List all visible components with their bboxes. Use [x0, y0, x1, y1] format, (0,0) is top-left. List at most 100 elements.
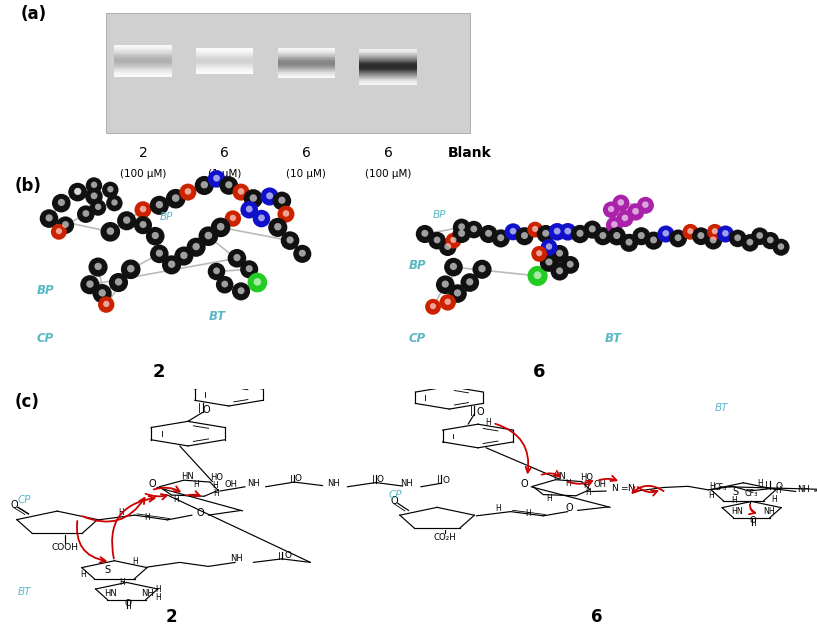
Bar	[359, 64, 417, 65]
Point	[743, 237, 757, 247]
Bar	[359, 75, 417, 76]
Bar	[359, 80, 417, 81]
Point	[753, 231, 766, 241]
Bar	[359, 55, 417, 56]
Bar	[359, 63, 417, 64]
Bar	[278, 76, 335, 77]
Point	[635, 231, 648, 241]
Text: HN: HN	[553, 472, 566, 481]
Text: O: O	[476, 408, 484, 418]
Bar	[196, 68, 253, 69]
Text: CF₃: CF₃	[714, 483, 727, 492]
Bar	[278, 66, 335, 67]
Text: H: H	[709, 482, 716, 491]
Text: Blank: Blank	[448, 146, 492, 160]
Point	[247, 193, 260, 203]
Point	[447, 235, 460, 245]
Bar	[106, 13, 470, 132]
Bar	[359, 57, 417, 58]
Bar	[359, 49, 417, 50]
Point	[529, 224, 542, 234]
Point	[608, 220, 621, 230]
Text: (10 μM): (10 μM)	[287, 169, 326, 179]
Bar	[196, 62, 253, 63]
Point	[586, 224, 599, 234]
Bar	[196, 51, 253, 52]
Point	[475, 264, 489, 274]
Text: O: O	[295, 474, 301, 483]
Point	[694, 231, 708, 241]
Text: H: H	[80, 570, 87, 579]
Point	[707, 236, 720, 246]
Bar	[114, 63, 172, 64]
Bar	[359, 81, 417, 82]
Point	[431, 236, 444, 246]
Text: H: H	[154, 584, 161, 594]
Point	[149, 231, 162, 241]
Bar	[114, 59, 172, 60]
Text: CP: CP	[408, 332, 426, 345]
Bar	[278, 59, 335, 61]
Point	[467, 224, 480, 234]
Point	[659, 229, 672, 239]
Point	[255, 213, 268, 223]
Point	[279, 209, 292, 219]
Point	[87, 191, 100, 201]
Bar	[196, 53, 253, 54]
Bar	[114, 70, 172, 71]
Point	[42, 214, 56, 224]
Point	[52, 227, 65, 237]
Point	[731, 233, 744, 243]
Text: H: H	[172, 495, 179, 504]
Point	[775, 242, 788, 252]
Point	[564, 260, 577, 270]
Point	[507, 226, 520, 236]
Point	[55, 198, 68, 208]
Point	[279, 209, 292, 219]
Text: H: H	[565, 479, 571, 489]
Point	[283, 235, 297, 245]
Text: 2: 2	[166, 608, 177, 625]
Point	[136, 219, 150, 229]
Bar	[114, 46, 172, 47]
Bar	[359, 72, 417, 73]
Point	[226, 213, 239, 223]
Point	[455, 228, 468, 238]
Bar	[196, 73, 253, 74]
Point	[518, 231, 531, 241]
Text: OH: OH	[225, 481, 238, 489]
Point	[214, 222, 227, 232]
Bar	[196, 69, 253, 71]
Point	[707, 235, 720, 245]
Point	[561, 227, 574, 237]
Text: S: S	[732, 488, 739, 498]
Point	[214, 222, 227, 232]
Bar	[114, 76, 172, 78]
Point	[263, 191, 276, 201]
Point	[271, 222, 284, 232]
Point	[553, 248, 566, 258]
Text: CP: CP	[388, 490, 402, 500]
Point	[198, 180, 211, 190]
Point	[243, 205, 256, 215]
Point	[455, 222, 468, 232]
Bar	[359, 77, 417, 78]
Text: COOH: COOH	[51, 542, 79, 551]
Bar	[114, 65, 172, 66]
Text: H: H	[730, 496, 737, 506]
Bar	[114, 55, 172, 56]
Point	[153, 249, 166, 259]
Point	[455, 229, 468, 239]
Text: O: O	[377, 475, 383, 484]
Bar	[114, 60, 172, 61]
Text: 2: 2	[153, 363, 166, 381]
Bar	[114, 74, 172, 75]
Point	[447, 262, 460, 272]
Point	[202, 231, 215, 241]
Text: H: H	[119, 578, 126, 586]
Point	[596, 231, 609, 241]
Point	[87, 191, 100, 201]
Point	[518, 231, 531, 241]
Point	[202, 231, 215, 241]
Point	[222, 180, 235, 190]
